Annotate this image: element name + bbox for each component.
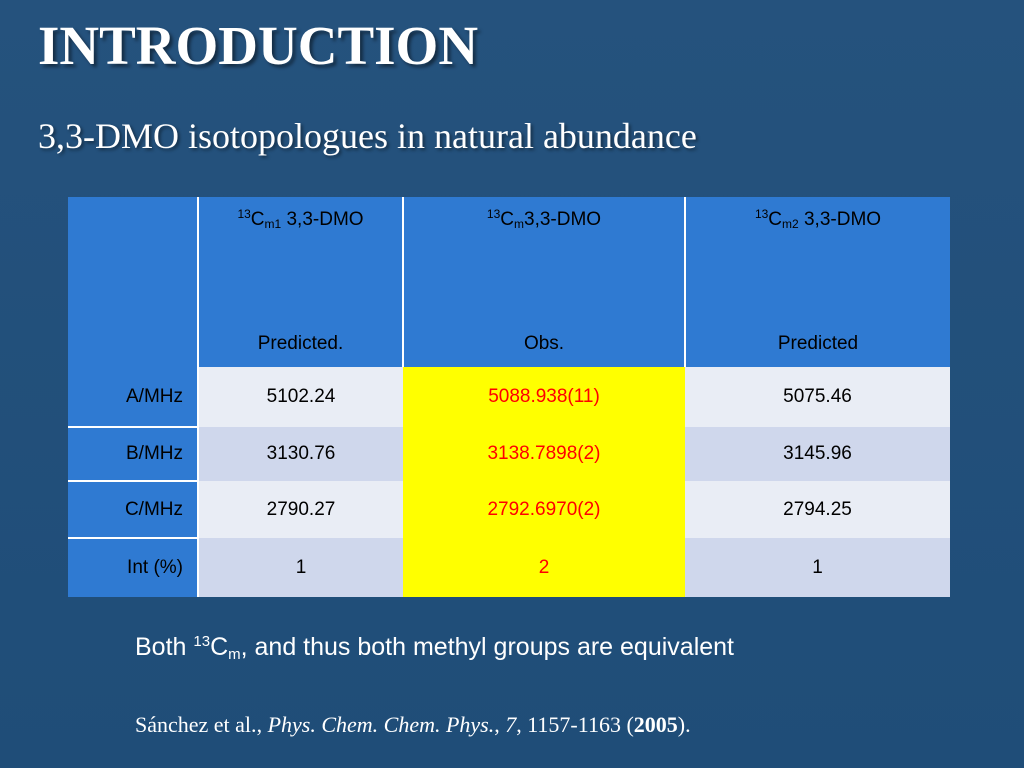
molecule-name: 3,3-DMO [281,209,364,230]
column-name: 13Cm1 3,3-DMO [199,207,402,231]
table-cell: 3145.96 [685,427,950,481]
molecule-name: 3,3-DMO [524,209,602,230]
table-cell: 5102.24 [198,367,403,427]
table-row-b: B/MHz 3130.76 3138.7898(2) 3145.96 [68,427,950,482]
isotope-mass: 13 [486,207,501,221]
element-symbol: C [250,209,265,230]
position-subscript: m [514,217,524,231]
note-text: , and thus both methyl groups are equiva… [240,633,734,661]
element-symbol: C [768,209,783,230]
table-cell: 2794.25 [685,481,950,538]
row-label: A/MHz [68,367,199,428]
table-cell: 1 [198,538,403,597]
table-cell: 2790.27 [198,481,403,538]
isotope-mass: 13 [193,633,211,650]
ref-separator: , [256,712,268,737]
ref-pages: , 1157-1163 ( [516,712,634,737]
column-name: 13Cm3,3-DMO [404,207,684,231]
table-cell-observed: 2 [403,538,685,597]
position-subscript: m1 [264,217,282,231]
ref-journal: Phys. Chem. Chem. Phys. [267,712,495,737]
note-prefix: Both [135,633,194,661]
isotope-mass: 13 [754,207,769,221]
isotopologue-table: 13Cm1 3,3-DMO Predicted. 13Cm3,3-DMO Obs… [68,197,950,597]
ref-year: 2005 [633,712,678,737]
header-corner-cell [68,197,199,367]
data-table: 13Cm1 3,3-DMO Predicted. 13Cm3,3-DMO Obs… [68,197,950,597]
column-name: 13Cm2 3,3-DMO [686,207,950,231]
row-label: C/MHz [68,481,199,539]
reference-citation: Sánchez et al., Phys. Chem. Chem. Phys.,… [135,712,691,738]
table-header-row: 13Cm1 3,3-DMO Predicted. 13Cm3,3-DMO Obs… [68,197,950,367]
position-subscript: m [228,646,241,663]
table-cell-observed: 5088.938(11) [403,367,685,427]
ref-volume: 7 [505,712,517,737]
slide-title: INTRODUCTION [38,15,479,76]
element-symbol: C [210,633,229,661]
table-row-c: C/MHz 2790.27 2792.6970(2) 2794.25 [68,481,950,539]
row-label: B/MHz [68,427,199,482]
table-cell-observed: 2792.6970(2) [403,481,685,538]
molecule-name: 3,3-DMO [798,209,882,230]
ref-separator: , [494,712,506,737]
table-row-a: A/MHz 5102.24 5088.938(11) 5075.46 [68,367,950,428]
header-cell-cm1: 13Cm1 3,3-DMO Predicted. [198,197,404,367]
header-cell-cm: 13Cm3,3-DMO Obs. [403,197,686,367]
column-note: Predicted. [257,333,344,354]
table-cell-observed: 3138.7898(2) [403,427,685,481]
table-cell: 5075.46 [685,367,950,427]
equivalence-note: Both 13Cm, and thus both methyl groups a… [135,633,734,662]
table-cell: 3130.76 [198,427,403,481]
position-subscript: m2 [782,217,799,231]
slide-subtitle: 3,3-DMO isotopologues in natural abundan… [38,116,697,156]
isotope-mass: 13 [237,207,251,221]
column-note: Obs. [523,333,565,354]
column-note: Predicted [777,333,859,354]
ref-end: ). [677,712,691,737]
header-cell-cm2: 13Cm2 3,3-DMO Predicted [685,197,950,367]
table-row-int: Int (%) 1 2 1 [68,538,950,597]
element-symbol: C [500,209,514,230]
table-cell: 1 [685,538,950,597]
row-label: Int (%) [68,538,199,597]
ref-authors: Sánchez et al. [135,712,257,737]
